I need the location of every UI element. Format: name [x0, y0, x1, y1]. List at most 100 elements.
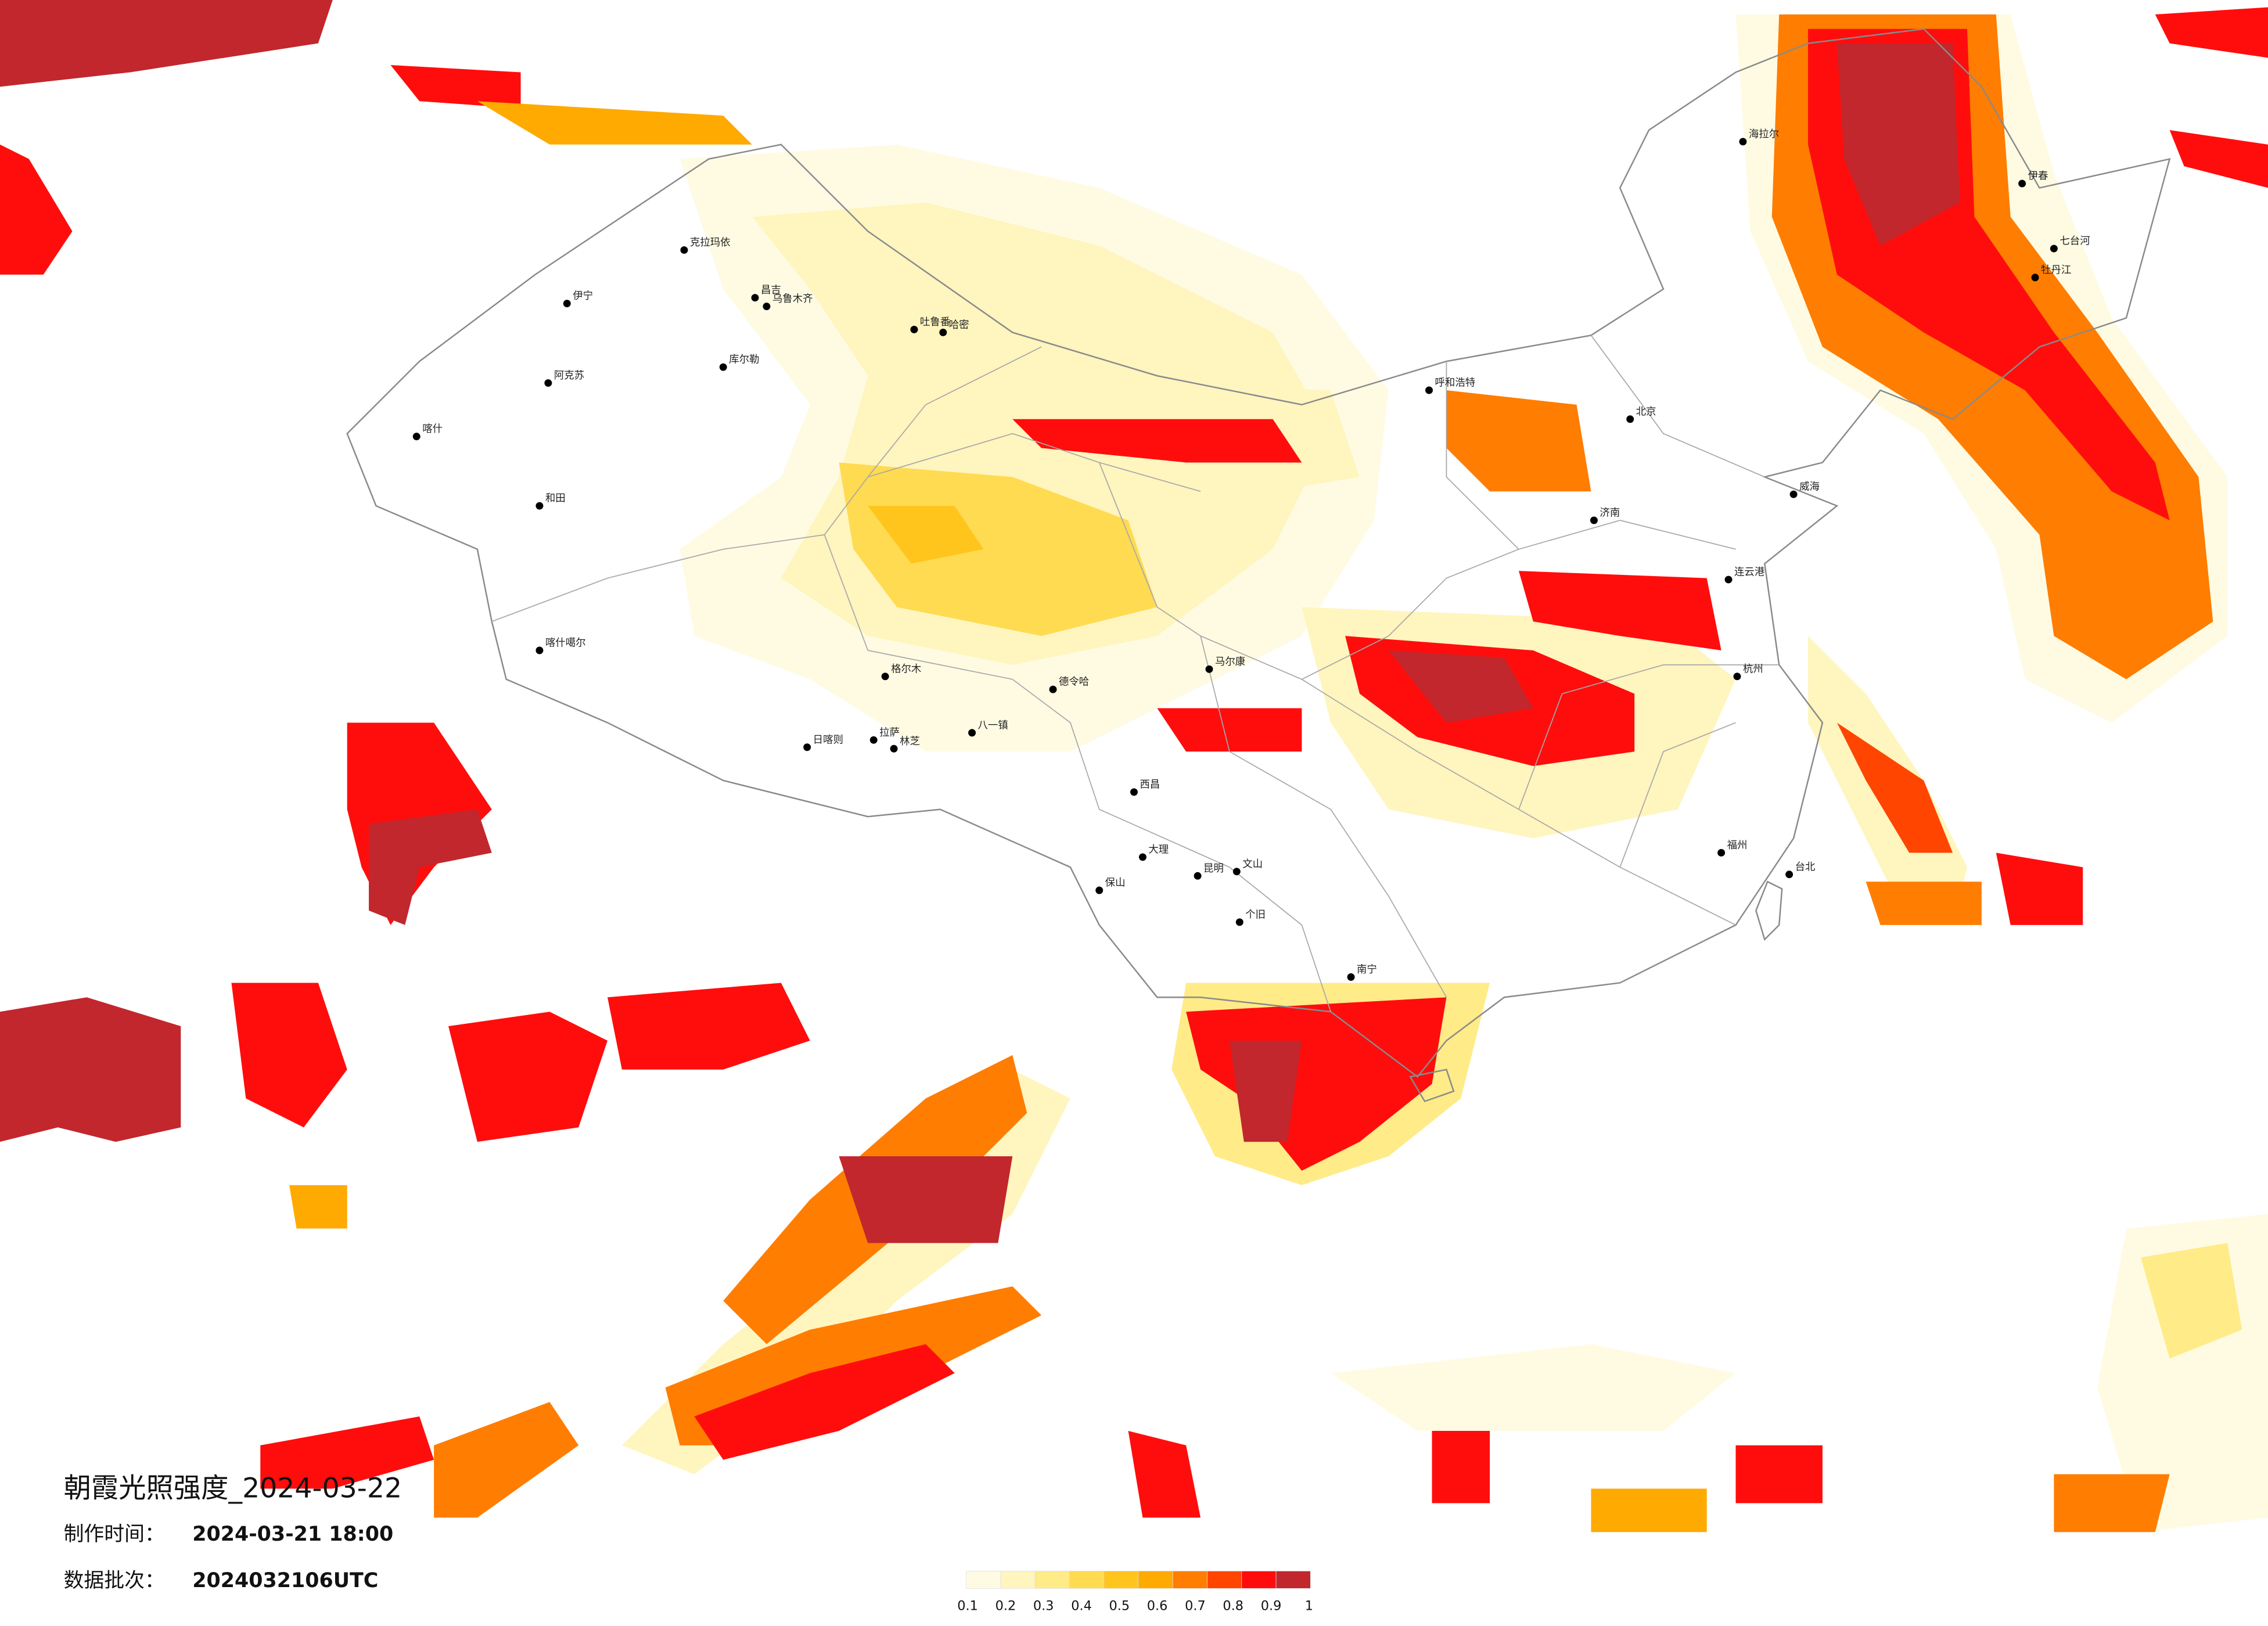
city-dot [2018, 179, 2026, 188]
legend-swatch [1172, 1571, 1207, 1589]
city-label: 文山 [1242, 858, 1263, 870]
city-dot [1347, 973, 1355, 981]
city-label: 杭州 [1743, 663, 1763, 675]
city-label: 和田 [545, 493, 566, 505]
intensity-patch [434, 1402, 579, 1518]
city-label: 喀什 [422, 423, 443, 435]
city-label: 阿克苏 [554, 370, 584, 382]
map-title: 朝霞光照强度_2024-03-22 [64, 1473, 402, 1505]
hainan [1409, 1069, 1455, 1103]
city-label: 福州 [1727, 840, 1748, 851]
boundaries [346, 28, 2171, 1103]
intensity-patch [1591, 1488, 1707, 1533]
city-label: 拉萨 [879, 727, 900, 739]
city-label: 哈密 [949, 319, 969, 331]
legend-swatch [1138, 1571, 1173, 1589]
intensity-patch [607, 983, 810, 1070]
intensity-patch [0, 144, 73, 275]
city-dot [869, 736, 878, 744]
city-dot [1626, 415, 1634, 423]
legend: 0.1 0.2 0.3 0.4 0.5 0.6 0.7 0.8 0.9 1 [957, 1571, 1313, 1614]
intensity-patch [694, 1344, 955, 1460]
city-label: 德令哈 [1059, 677, 1089, 688]
legend-label: 0.1 [957, 1599, 978, 1614]
legend-label: 0.8 [1223, 1599, 1243, 1614]
intensity-patch [0, 0, 333, 87]
city-dot [719, 363, 727, 371]
city-dot [1235, 918, 1243, 926]
city-dot [968, 729, 976, 737]
intensity-patch [1735, 1445, 1823, 1503]
city-label: 喀什噶尔 [545, 638, 586, 649]
info-label: 数据批次： [64, 1569, 165, 1592]
city-label: 南宁 [1357, 964, 1377, 976]
city-label: 连云港 [1734, 567, 1765, 578]
city-dot [535, 502, 544, 510]
city-dot [939, 328, 947, 336]
city-label: 吐鲁番 [920, 316, 950, 328]
intensity-patch [1432, 1416, 1490, 1503]
city-dot [910, 325, 918, 333]
city-dot [1739, 138, 1747, 146]
legend-swatch [1000, 1571, 1036, 1589]
intensity-patch [2155, 7, 2268, 58]
city-dot [1205, 665, 1213, 673]
intensity-patch [1446, 390, 1591, 492]
city-dot [1138, 853, 1146, 861]
intensity-patch [1996, 852, 2083, 925]
city-label: 库尔勒 [729, 354, 759, 366]
city-dot [1789, 490, 1798, 498]
city-dot [1425, 386, 1433, 394]
city-dot [1049, 685, 1057, 693]
legend-swatch [1275, 1571, 1311, 1589]
city-dot [1194, 872, 1202, 880]
info-label: 制作时间： [64, 1523, 165, 1546]
legend-label: 0.3 [1033, 1599, 1054, 1614]
legend-swatch [1069, 1571, 1105, 1589]
intensity-patch [1157, 708, 1302, 752]
info-value: 2024032106UTC [192, 1569, 378, 1592]
legend-swatch [1241, 1571, 1277, 1589]
city-dot [803, 743, 811, 751]
city-label: 个旧 [1245, 909, 1266, 920]
city-dot [1130, 788, 1138, 796]
city-dot [1785, 870, 1793, 879]
city-label: 昆明 [1203, 863, 1224, 875]
intensity-patch [1866, 882, 1982, 925]
city-dot [1232, 868, 1241, 876]
city-dot [563, 300, 571, 308]
intensity-patch [448, 1012, 608, 1142]
country-outline [346, 28, 2171, 1078]
city-label: 乌鲁木齐 [772, 293, 813, 305]
intensity-patch [477, 101, 753, 145]
city-dot [1590, 516, 1598, 524]
city-label: 伊宁 [573, 290, 593, 302]
city-dot [890, 744, 898, 753]
city-label: 威海 [1799, 481, 1820, 493]
intensity-patch [2169, 130, 2268, 188]
city-dot [1724, 575, 1733, 584]
city-label: 北京 [1636, 406, 1656, 418]
city-label: 伊春 [2028, 171, 2048, 182]
legend-label: 0.2 [995, 1599, 1016, 1614]
city-dot [763, 303, 771, 311]
city-label: 林芝 [900, 736, 920, 747]
intensity-patch [1836, 722, 1953, 853]
intensity-patch [289, 1185, 347, 1229]
intensity-patch [390, 65, 521, 109]
city-dot [1733, 672, 1741, 681]
intensity-patch [260, 1416, 434, 1489]
intensity-patch [2140, 1243, 2242, 1359]
city-label: 七台河 [2059, 236, 2090, 247]
city-label: 保山 [1105, 877, 1126, 889]
city-dot [412, 433, 420, 441]
intensity-patch [0, 997, 181, 1142]
legend-label: 0.9 [1261, 1599, 1282, 1614]
legend-swatch [1104, 1571, 1139, 1589]
intensity-patch [1012, 419, 1302, 463]
intensity-patch [1388, 650, 1533, 723]
city-dot [881, 672, 889, 681]
city-label: 牡丹江 [2041, 264, 2071, 276]
city-dot [535, 646, 544, 654]
legend-label: 0.7 [1185, 1599, 1206, 1614]
